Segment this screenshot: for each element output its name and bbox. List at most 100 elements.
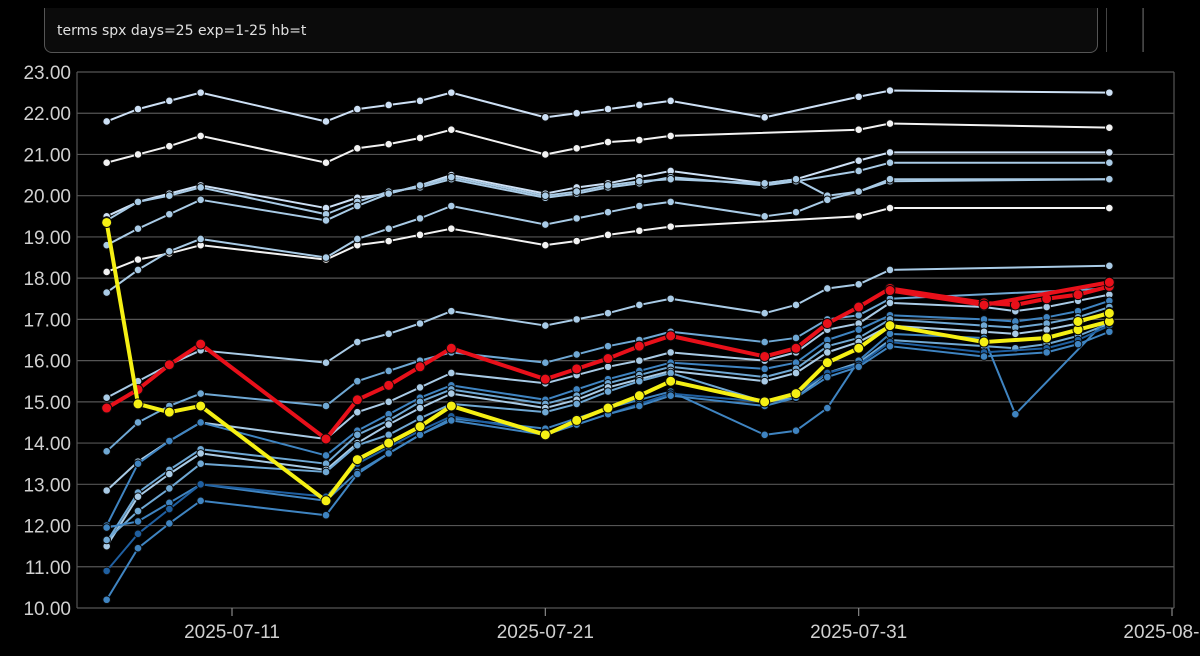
data-point: [353, 143, 362, 153]
data-point: [603, 308, 613, 318]
command-input[interactable]: [57, 21, 1077, 41]
data-point: [760, 113, 769, 122]
data-point: [447, 224, 456, 233]
y-axis: 10.00 11.00 12.00 13.00 14.00 15.00 16.00 17.00…: [23, 63, 71, 620]
data-point: [666, 294, 675, 304]
data-point: [884, 285, 896, 297]
data-point: [133, 255, 143, 264]
data-point: [383, 379, 395, 391]
y-tick-label: 21.00: [23, 145, 71, 166]
data-point: [321, 510, 331, 520]
data-point: [541, 220, 550, 229]
command-box[interactable]: [44, 8, 1098, 53]
side-button[interactable]: [1106, 8, 1144, 52]
data-point: [351, 454, 363, 466]
data-point: [635, 356, 644, 365]
data-point: [541, 358, 550, 367]
data-point: [196, 183, 205, 192]
data-point: [854, 310, 863, 320]
data-point: [165, 209, 174, 219]
data-point: [1072, 289, 1084, 301]
data-point: [196, 234, 205, 244]
y-tick-label: 11.00: [25, 558, 71, 579]
data-point: [1103, 276, 1115, 288]
data-point: [603, 104, 613, 114]
data-point: [885, 341, 895, 351]
data-point: [1103, 307, 1115, 319]
data-point: [133, 517, 143, 526]
series-line: [105, 322, 1110, 541]
data-point: [885, 298, 895, 308]
data-point: [823, 284, 832, 293]
data-point: [635, 201, 644, 211]
data-point: [415, 133, 425, 143]
data-point: [384, 397, 393, 407]
line-chart: 10.00 11.00 12.00 13.00 14.00 15.00 16.00 17.00…: [23, 63, 1200, 643]
data-point: [823, 372, 832, 382]
data-point: [1072, 315, 1084, 327]
data-point: [321, 467, 331, 477]
data-point: [102, 566, 111, 576]
data-point: [351, 394, 363, 406]
data-point: [572, 399, 581, 409]
data-point: [1041, 332, 1053, 344]
data-point: [320, 433, 332, 445]
data-point: [665, 375, 677, 387]
data-point: [415, 96, 425, 106]
data-point: [320, 495, 332, 507]
x-tick-label: 2025-08-10: [1123, 622, 1200, 643]
data-point: [541, 113, 550, 122]
data-point: [539, 373, 551, 385]
data-point: [635, 226, 644, 236]
data-point: [854, 156, 863, 165]
x-axis: 2025-07-11 2025-07-21 2025-07-31 2025-08-10: [184, 608, 1200, 643]
data-point: [541, 321, 550, 330]
data-point: [415, 403, 425, 413]
data-point: [1011, 409, 1020, 419]
data-point: [1105, 261, 1114, 271]
data-point: [790, 388, 802, 400]
data-point: [603, 341, 613, 351]
data-point: [353, 337, 362, 347]
data-point: [603, 230, 613, 240]
data-point: [196, 459, 205, 468]
data-point: [791, 207, 801, 217]
data-point: [165, 96, 174, 106]
data-point: [854, 325, 863, 334]
data-point: [163, 359, 175, 371]
data-point: [823, 348, 832, 357]
data-point: [447, 306, 456, 316]
data-point: [1105, 203, 1114, 213]
data-point: [447, 368, 456, 378]
x-tick-label: 2025-07-21: [497, 622, 594, 643]
series-line: [106, 264, 1110, 399]
data-point: [133, 543, 143, 553]
data-point: [414, 421, 426, 433]
series-line: [106, 207, 1110, 273]
data-point: [447, 416, 456, 425]
data-point: [760, 308, 769, 318]
y-tick-label: 10.00: [23, 599, 71, 620]
data-point: [353, 440, 362, 450]
data-point: [666, 197, 675, 207]
data-point: [854, 362, 863, 372]
y-tick-label: 23.00: [23, 63, 71, 84]
data-point: [602, 402, 614, 414]
data-point: [541, 191, 550, 200]
x-tick-label: 2025-07-31: [810, 622, 907, 643]
data-point: [102, 158, 111, 168]
data-point: [415, 430, 425, 440]
y-tick-label: 14.00: [23, 434, 71, 455]
data-point: [635, 176, 644, 186]
data-point: [571, 363, 583, 375]
data-point: [791, 426, 801, 436]
data-point: [603, 207, 613, 217]
data-point: [572, 315, 581, 324]
data-point: [353, 469, 362, 479]
data-point: [1042, 302, 1051, 312]
data-point: [541, 150, 550, 159]
data-point: [572, 214, 581, 223]
data-point: [760, 179, 769, 188]
data-point: [196, 88, 205, 97]
data-point: [163, 406, 175, 418]
